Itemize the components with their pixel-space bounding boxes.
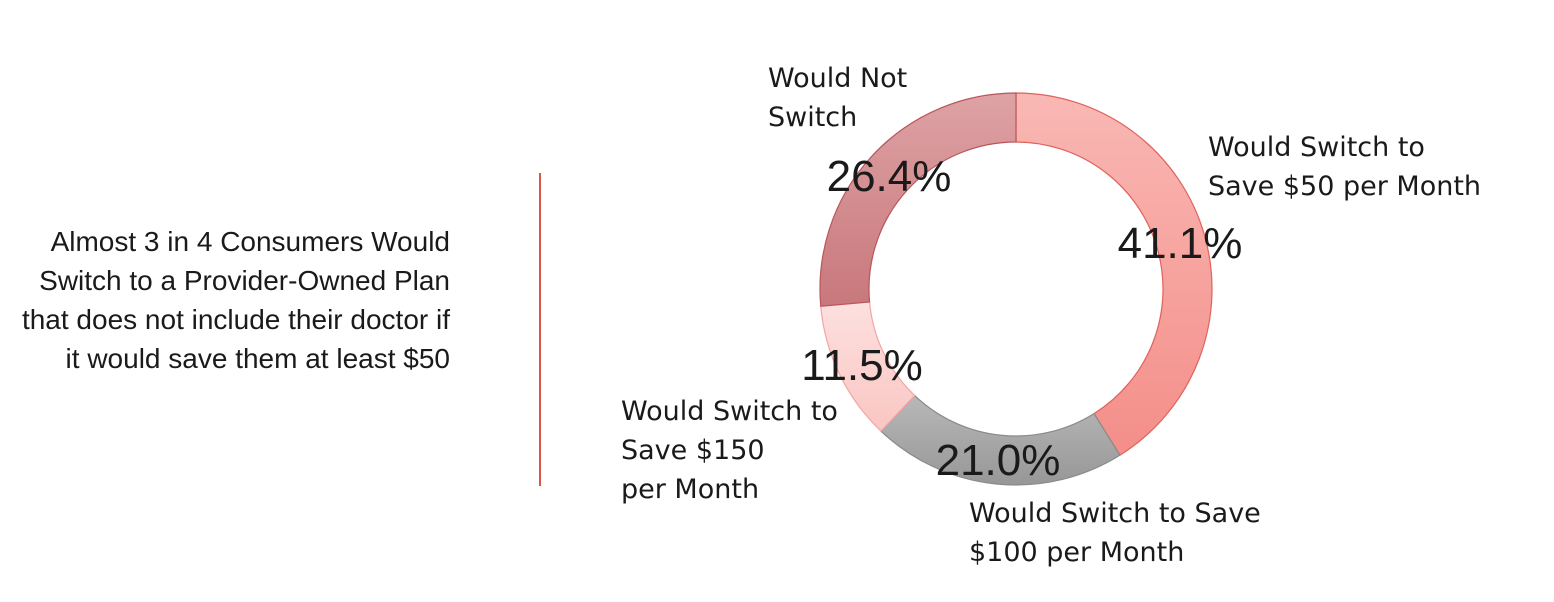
slice-category-label-line: Would Switch to Save bbox=[969, 498, 1261, 529]
slice-category-label-line: Save $150 bbox=[621, 435, 765, 466]
slice-category-label-line: Save $50 per Month bbox=[1208, 171, 1481, 202]
donut-slice bbox=[1015, 92, 1213, 456]
headline: Almost 3 in 4 Consumers Would Switch to … bbox=[21, 226, 450, 374]
slice-category-label: Would Not Switch bbox=[768, 63, 907, 133]
slice-value-label: 26.4% bbox=[827, 152, 952, 201]
slice-value-label: 11.5% bbox=[801, 341, 923, 390]
donut-slice bbox=[819, 92, 1017, 307]
slice-category-label-line: Would Not bbox=[768, 63, 907, 94]
slice-category-label-line: Would Switch to bbox=[621, 396, 838, 427]
slice-category-label-line: per Month bbox=[621, 474, 759, 505]
slice-category-label: Would Switch to Save $50 per Month bbox=[1208, 132, 1481, 202]
slice-category-label-line: Switch bbox=[768, 102, 857, 133]
divider-line bbox=[539, 173, 541, 486]
slice-category-label: Would Switch to Save $150 per Month bbox=[621, 396, 838, 505]
slice-category-label-line: Would Switch to bbox=[1208, 132, 1425, 163]
slice-value-label: 21.0% bbox=[936, 436, 1061, 485]
slice-category-label: Would Switch to Save $100 per Month bbox=[969, 498, 1261, 568]
slice-value-label: 41.1% bbox=[1118, 219, 1243, 268]
slice-category-label-line: $100 per Month bbox=[969, 537, 1184, 568]
